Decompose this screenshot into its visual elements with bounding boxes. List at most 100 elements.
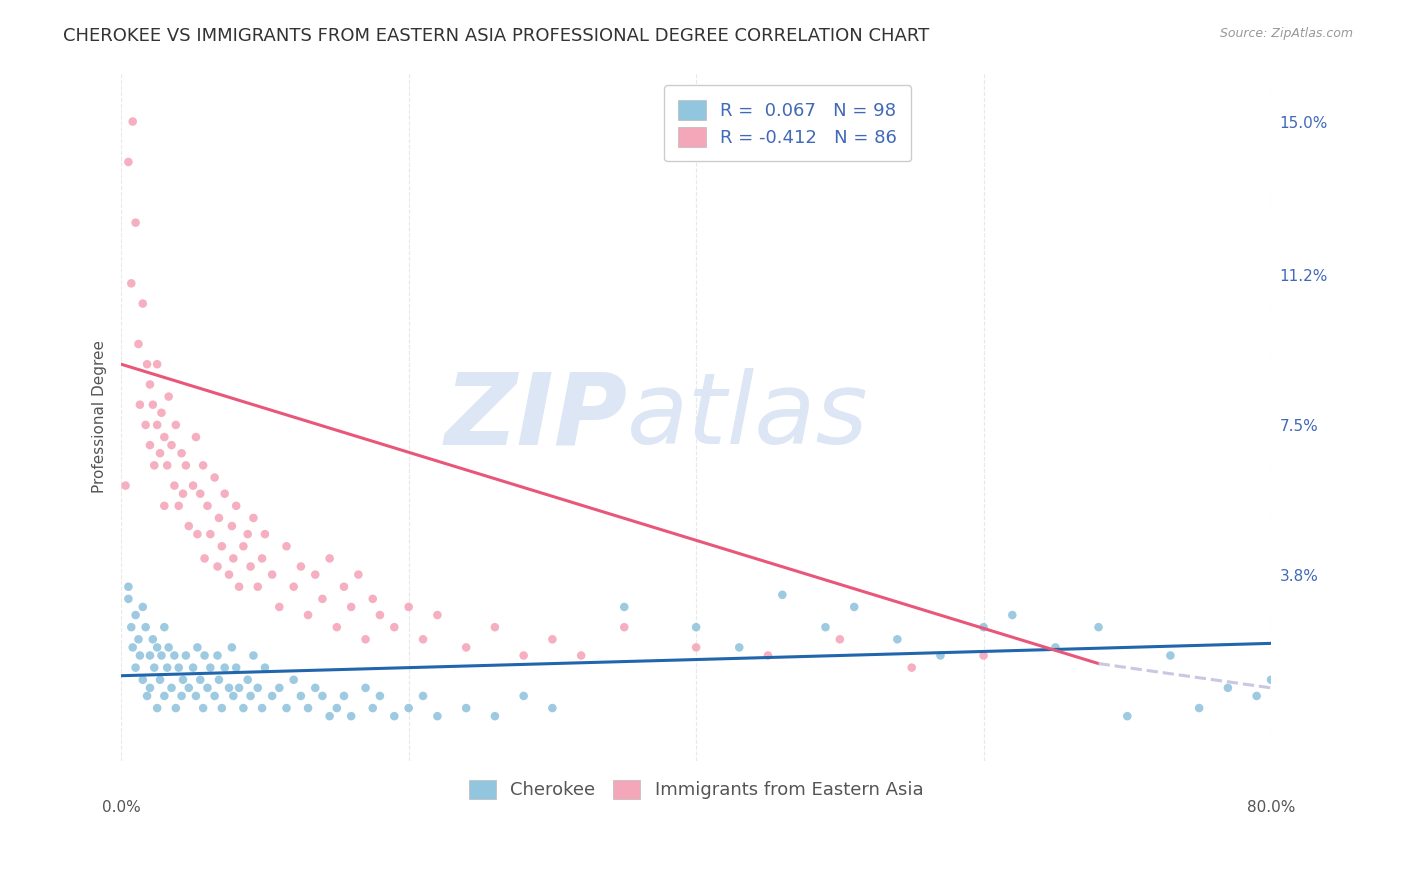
Point	[685, 640, 707, 655]
Text: 80.0%: 80.0%	[1247, 799, 1295, 814]
Point	[368, 689, 391, 703]
Point	[246, 580, 269, 594]
Point	[484, 709, 506, 723]
Point	[117, 591, 139, 606]
Point	[512, 689, 534, 703]
Point	[172, 486, 194, 500]
Point	[1087, 620, 1109, 634]
Point	[139, 377, 162, 392]
Point	[484, 620, 506, 634]
Point	[120, 277, 142, 291]
Point	[886, 632, 908, 647]
Point	[135, 620, 157, 634]
Point	[188, 486, 211, 500]
Point	[232, 701, 254, 715]
Text: Source: ZipAtlas.com: Source: ZipAtlas.com	[1219, 27, 1353, 40]
Point	[361, 591, 384, 606]
Point	[382, 709, 405, 723]
Point	[211, 539, 233, 553]
Point	[139, 648, 162, 663]
Point	[239, 689, 262, 703]
Point	[242, 511, 264, 525]
Point	[456, 701, 478, 715]
Point	[143, 660, 166, 674]
Point	[150, 648, 173, 663]
Point	[304, 681, 326, 695]
Point	[181, 478, 204, 492]
Point	[221, 519, 243, 533]
Point	[347, 567, 370, 582]
Point	[163, 648, 186, 663]
Point	[340, 709, 363, 723]
Point	[186, 527, 208, 541]
Point	[361, 701, 384, 715]
Point	[207, 559, 229, 574]
Point	[728, 640, 751, 655]
Point	[1216, 681, 1239, 695]
Point	[250, 551, 273, 566]
Point	[211, 701, 233, 715]
Point	[188, 673, 211, 687]
Point	[228, 681, 250, 695]
Point	[135, 417, 157, 432]
Point	[221, 640, 243, 655]
Point	[973, 620, 995, 634]
Point	[153, 499, 176, 513]
Point	[569, 648, 592, 663]
Point	[398, 599, 420, 614]
Point	[382, 620, 405, 634]
Point	[1159, 648, 1181, 663]
Point	[160, 681, 183, 695]
Point	[146, 357, 169, 371]
Point	[276, 701, 298, 715]
Point	[149, 446, 172, 460]
Point	[814, 620, 837, 634]
Point	[165, 701, 187, 715]
Point	[340, 599, 363, 614]
Point	[276, 539, 298, 553]
Point	[613, 599, 636, 614]
Point	[157, 390, 180, 404]
Point	[127, 632, 149, 647]
Point	[398, 701, 420, 715]
Point	[136, 689, 159, 703]
Point	[297, 701, 319, 715]
Point	[204, 689, 226, 703]
Text: CHEROKEE VS IMMIGRANTS FROM EASTERN ASIA PROFESSIONAL DEGREE CORRELATION CHART: CHEROKEE VS IMMIGRANTS FROM EASTERN ASIA…	[63, 27, 929, 45]
Point	[354, 681, 377, 695]
Point	[156, 458, 179, 473]
Point	[1260, 673, 1282, 687]
Point	[186, 640, 208, 655]
Point	[297, 608, 319, 623]
Point	[127, 337, 149, 351]
Point	[412, 689, 434, 703]
Point	[1001, 608, 1024, 623]
Point	[208, 511, 231, 525]
Point	[132, 673, 155, 687]
Point	[283, 673, 305, 687]
Point	[222, 689, 245, 703]
Point	[828, 632, 851, 647]
Point	[153, 430, 176, 444]
Text: ZIP: ZIP	[444, 368, 627, 466]
Point	[146, 417, 169, 432]
Point	[236, 527, 259, 541]
Point	[290, 559, 312, 574]
Point	[228, 580, 250, 594]
Point	[139, 681, 162, 695]
Point	[269, 599, 291, 614]
Point	[269, 681, 291, 695]
Point	[246, 681, 269, 695]
Point	[191, 458, 214, 473]
Point	[214, 486, 236, 500]
Point	[177, 681, 200, 695]
Point	[117, 155, 139, 169]
Point	[456, 640, 478, 655]
Point	[136, 357, 159, 371]
Point	[426, 709, 449, 723]
Point	[170, 446, 193, 460]
Point	[132, 599, 155, 614]
Point	[142, 398, 165, 412]
Point	[143, 458, 166, 473]
Point	[124, 608, 146, 623]
